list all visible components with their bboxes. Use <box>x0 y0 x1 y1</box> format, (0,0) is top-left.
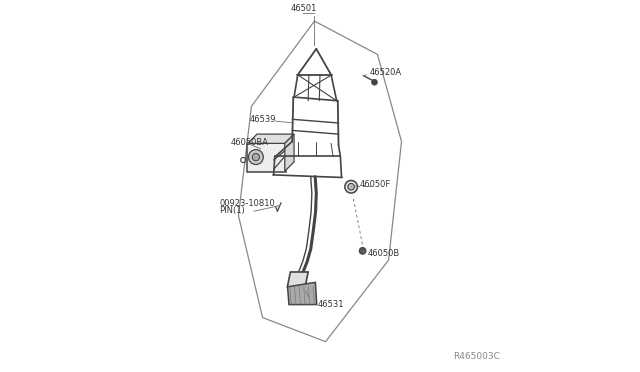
Circle shape <box>248 150 263 164</box>
Text: PIN(1): PIN(1) <box>219 206 245 215</box>
Circle shape <box>348 183 355 190</box>
Circle shape <box>372 80 377 85</box>
Text: 46520A: 46520A <box>370 68 402 77</box>
Text: 46050BA: 46050BA <box>230 138 268 147</box>
Text: 00923-10810: 00923-10810 <box>219 199 275 208</box>
FancyBboxPatch shape <box>247 142 285 172</box>
Text: 46539: 46539 <box>250 115 276 124</box>
Text: R465003C: R465003C <box>453 352 500 361</box>
Polygon shape <box>285 134 294 171</box>
Text: 46501: 46501 <box>290 4 317 13</box>
Circle shape <box>345 180 357 193</box>
Circle shape <box>252 153 260 161</box>
Polygon shape <box>248 134 294 143</box>
Text: 46050F: 46050F <box>360 180 391 189</box>
Circle shape <box>359 247 366 254</box>
Text: 46531: 46531 <box>317 300 344 309</box>
Polygon shape <box>287 272 308 287</box>
Text: 46050B: 46050B <box>367 249 400 258</box>
Polygon shape <box>287 282 317 305</box>
